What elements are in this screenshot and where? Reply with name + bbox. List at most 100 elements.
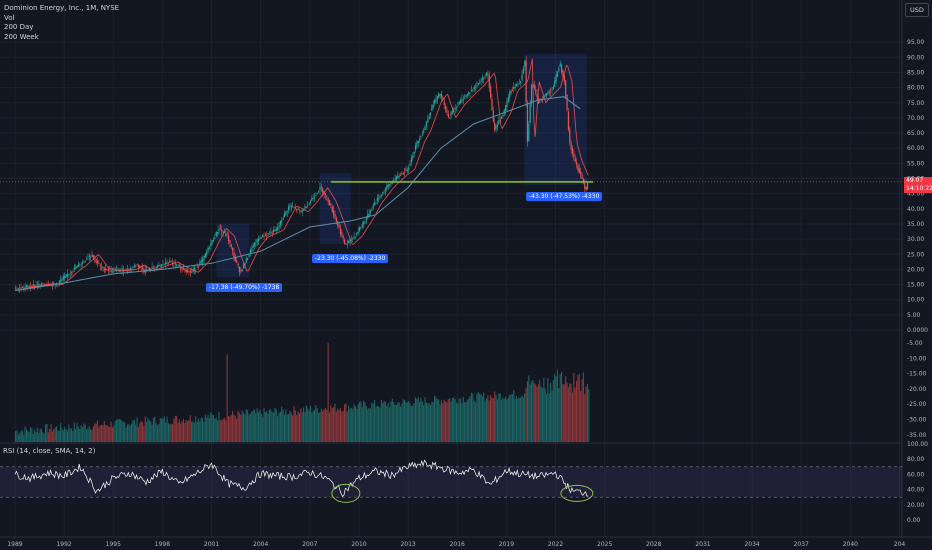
time-tick-label: 2040 xyxy=(843,541,858,548)
volume-bar xyxy=(47,432,49,442)
volume-bar xyxy=(554,374,556,442)
candle-body xyxy=(537,98,539,104)
volume-bar xyxy=(498,393,500,442)
volume-bar xyxy=(416,399,418,442)
volume-bar xyxy=(431,401,433,442)
volume-bar xyxy=(255,412,257,442)
volume-bar xyxy=(316,408,318,442)
time-tick-label: 2016 xyxy=(450,541,465,548)
volume-bar xyxy=(171,424,174,442)
volume-bar xyxy=(150,421,152,442)
candle-body xyxy=(382,192,384,195)
candle-body xyxy=(410,157,413,162)
volume-bar xyxy=(539,379,541,442)
candle-body xyxy=(247,258,249,260)
volume-bar xyxy=(268,409,270,442)
volume-bar xyxy=(417,397,419,442)
volume-bar xyxy=(462,397,464,442)
volume-bar xyxy=(547,377,549,442)
candle-body xyxy=(308,203,310,205)
volume-bar xyxy=(455,402,457,442)
volume-bar xyxy=(522,397,524,442)
candle-body xyxy=(316,193,318,195)
volume-bar xyxy=(530,381,533,442)
volume-bar xyxy=(94,423,96,442)
candle-body xyxy=(155,267,157,268)
candle-body xyxy=(376,197,378,202)
candle-body xyxy=(356,233,358,236)
candle-body xyxy=(17,288,19,289)
currency-button[interactable]: USD xyxy=(905,3,929,17)
volume-bar xyxy=(364,402,366,442)
volume-bar xyxy=(161,418,163,442)
candle-body xyxy=(272,229,275,232)
volume-bar xyxy=(191,421,193,442)
volume-bar xyxy=(281,406,283,442)
time-tick-label: 204 xyxy=(894,541,906,548)
candle-body xyxy=(383,191,385,193)
volume-bar xyxy=(363,401,365,442)
legend-200-day[interactable]: 200 Day xyxy=(4,23,34,31)
candle-body xyxy=(251,249,253,252)
legend-200-week[interactable]: 200 Week xyxy=(4,32,39,41)
candle-body xyxy=(506,101,508,107)
candle-body xyxy=(77,264,79,267)
volume-bar xyxy=(140,420,142,442)
candle-body xyxy=(303,209,305,211)
candle-body xyxy=(275,229,277,231)
volume-bar xyxy=(166,416,168,442)
candle-body xyxy=(315,194,317,196)
candle-body xyxy=(574,158,576,162)
volume-bar xyxy=(132,420,134,442)
volume-bar xyxy=(397,402,399,442)
volume-bar xyxy=(76,422,78,442)
candle-body xyxy=(566,95,568,111)
measure-tag-2020[interactable]: -43.30 (-47.53%) -4330 xyxy=(526,192,603,201)
volume-bar xyxy=(480,394,482,442)
volume-bar xyxy=(454,398,456,442)
candle-body xyxy=(494,122,496,131)
measure-tag-2008[interactable]: -23.30 (-45.08%) -2330 xyxy=(312,254,389,263)
candle-body xyxy=(230,244,232,248)
volume-bar xyxy=(425,402,427,442)
price-tick-label: 0.0000 xyxy=(907,327,928,334)
volume-bar xyxy=(408,401,410,442)
countdown-badge: 14:10:22 xyxy=(904,185,932,193)
time-tick-label: 2010 xyxy=(351,541,366,548)
candle-body xyxy=(161,264,163,266)
candle-body xyxy=(458,101,460,105)
volume-bar xyxy=(405,402,407,442)
price-tick-label: 10.00 xyxy=(907,297,924,304)
price-tick-label: 20.00 xyxy=(907,266,924,273)
volume-bar xyxy=(574,387,576,442)
volume-bar xyxy=(124,422,126,442)
volume-bar xyxy=(20,431,22,442)
volume-bar xyxy=(511,394,513,442)
time-tick-label: 2019 xyxy=(499,541,514,548)
price-tick-label: 35.00 xyxy=(907,221,924,228)
candle-body xyxy=(386,185,388,189)
volume-bar xyxy=(585,386,587,442)
chart-legend: Dominion Energy, Inc., 1M, NYSE Vol 200 … xyxy=(4,4,119,42)
candle-body xyxy=(181,267,183,269)
candle-body xyxy=(211,240,213,244)
candle-body xyxy=(289,205,291,208)
candle-body xyxy=(372,204,374,208)
volume-tick-label: -10.00 xyxy=(907,355,927,362)
volume-bar xyxy=(51,431,53,442)
candle-body xyxy=(330,203,332,206)
volume-bar xyxy=(573,372,575,442)
symbol-title[interactable]: Dominion Energy, Inc., 1M, NYSE xyxy=(4,4,120,12)
price-tick-label: 30.00 xyxy=(907,236,924,243)
volume-bar xyxy=(223,417,225,442)
legend-vol[interactable]: Vol xyxy=(4,13,15,22)
candle-body xyxy=(513,87,515,89)
volume-bar xyxy=(252,410,254,442)
candle-body xyxy=(292,206,294,208)
volume-bar xyxy=(435,397,437,442)
candle-body xyxy=(556,72,559,77)
measure-tag-2002[interactable]: -17.38 (-49.70%) -1738 xyxy=(206,283,283,292)
volume-bar xyxy=(121,420,123,442)
rsi-legend[interactable]: RSI (14, close, SMA, 14, 2) xyxy=(3,447,96,455)
